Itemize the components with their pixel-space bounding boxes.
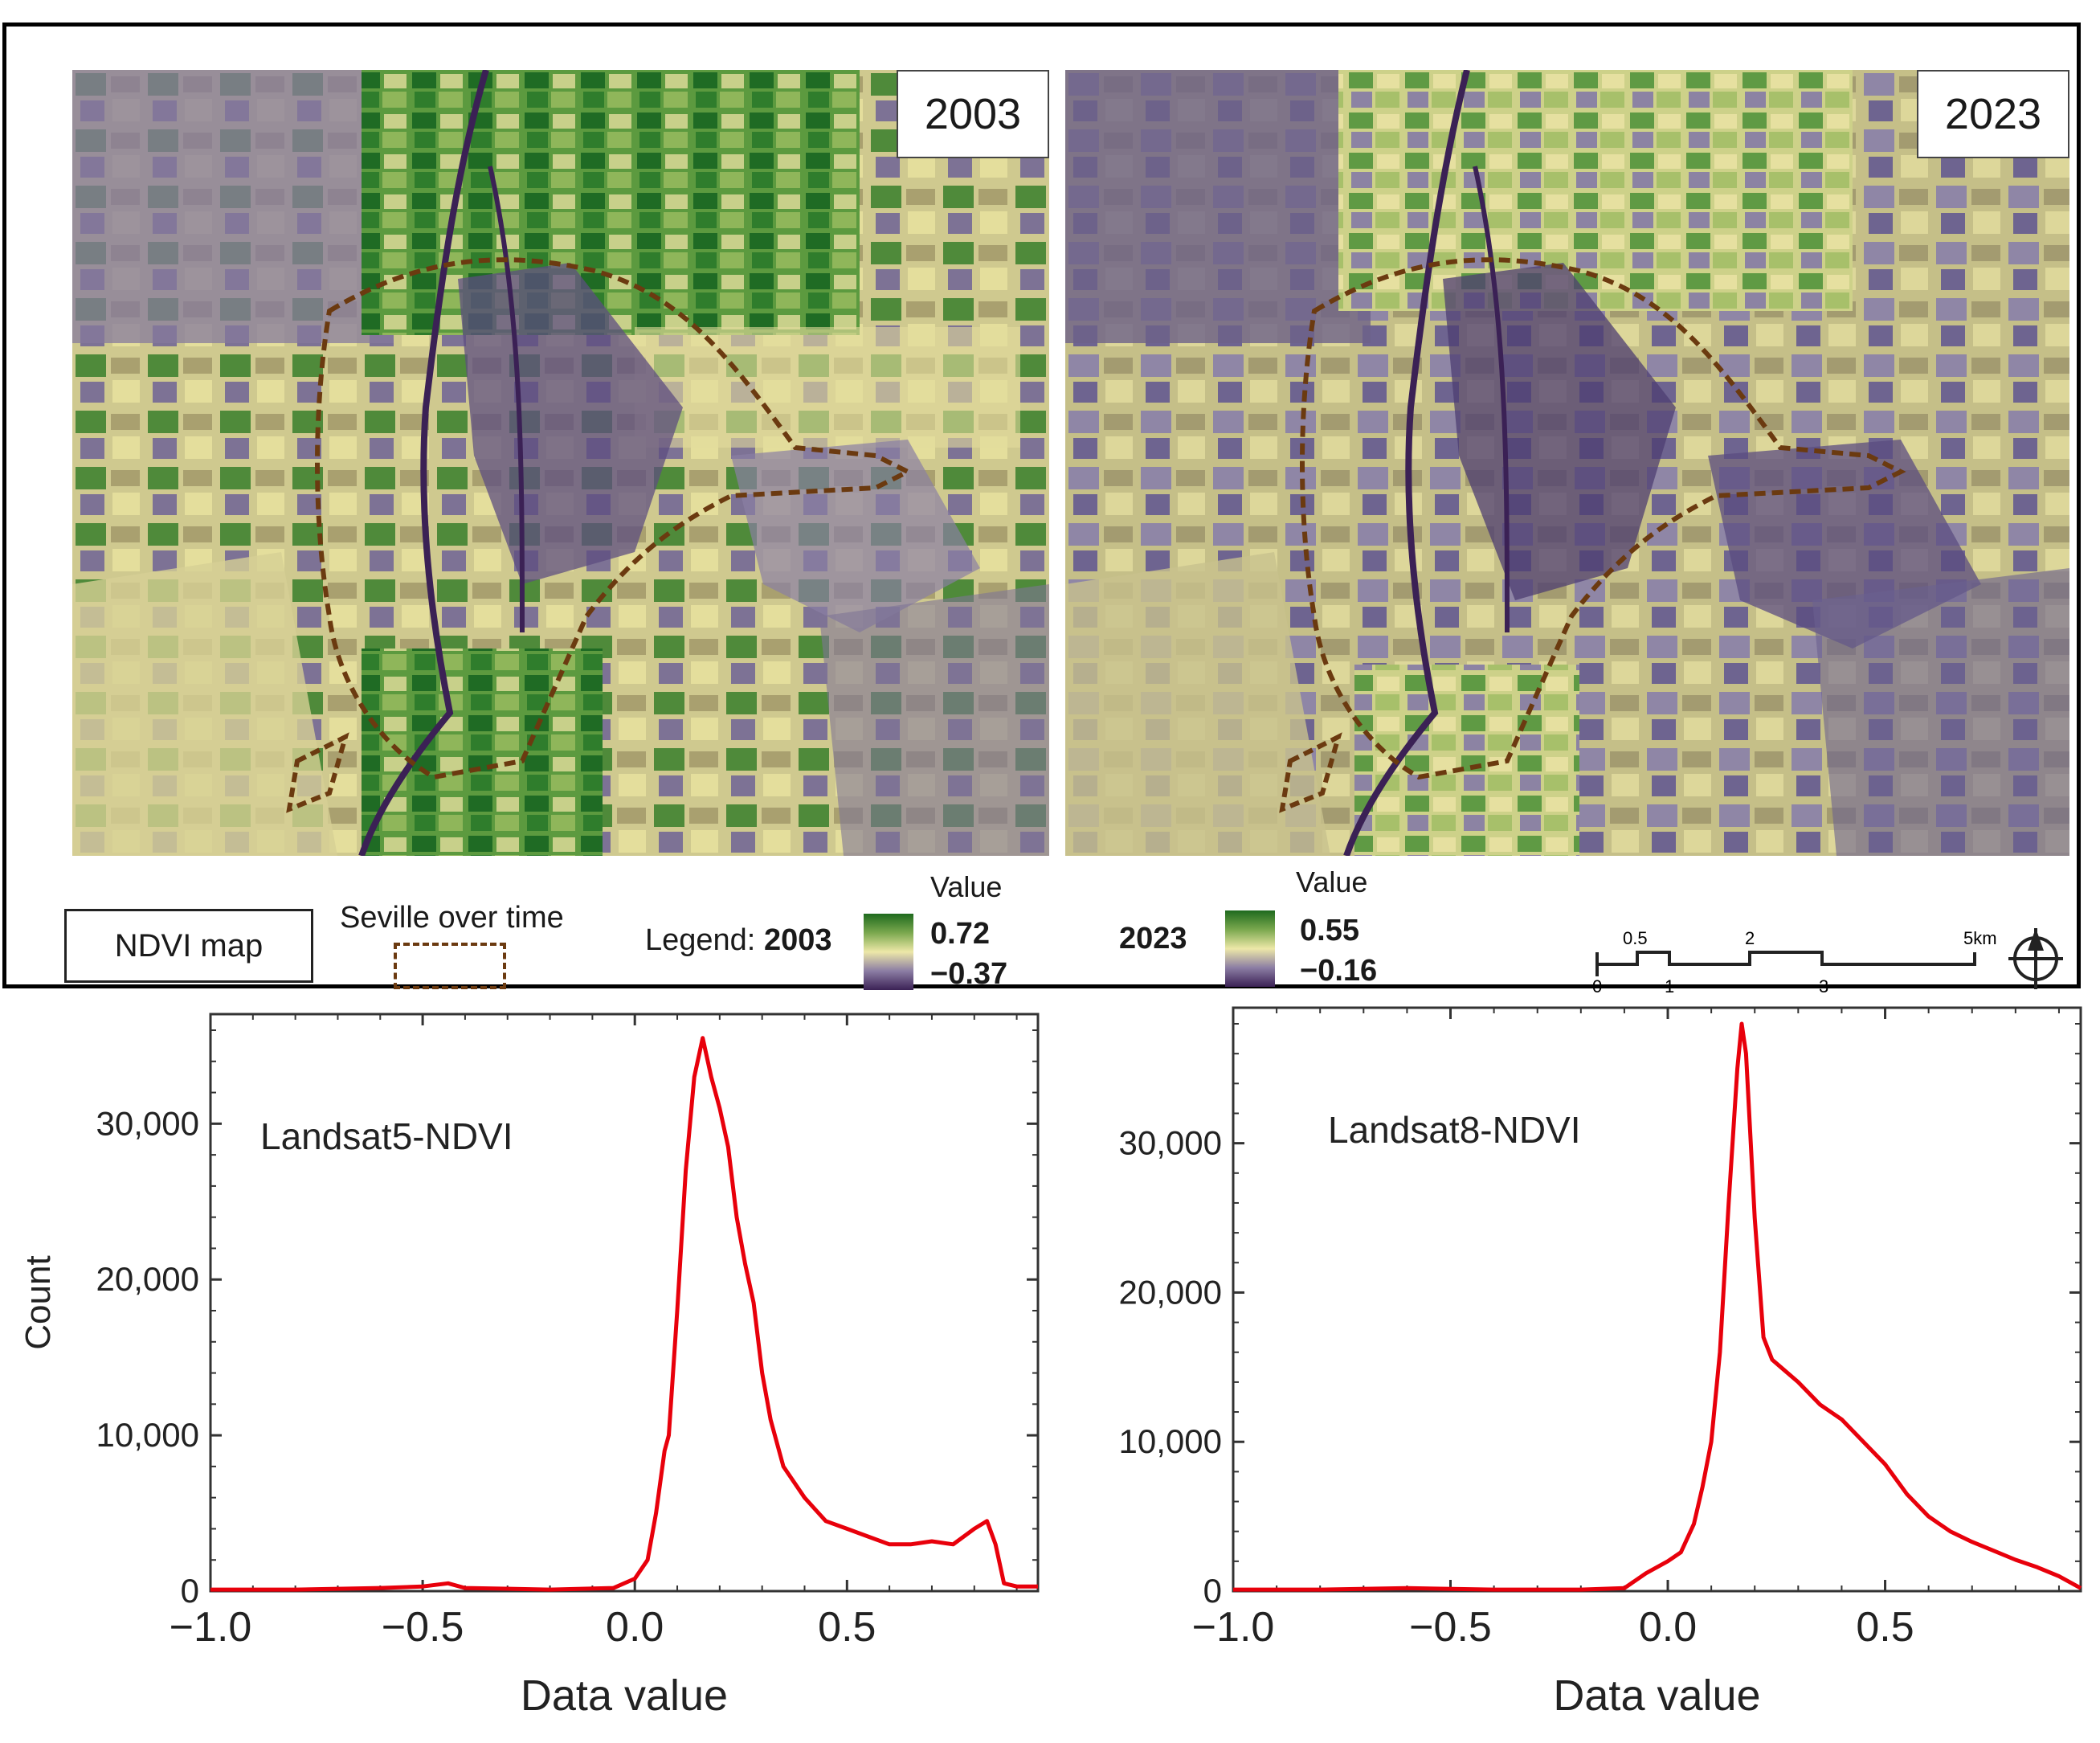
histogram-landsat8-svg: −1.0 −0.5 0.0 0.5 0 10,000 20,000 30,000 Landsat… (1119, 1006, 2082, 1720)
y-tick-label: 0 (181, 1572, 199, 1610)
plot-frame (1232, 1006, 2082, 1593)
scale-bar: 0.5 2 5km 0 1 3 (1592, 928, 2063, 992)
scale-bottom-label: 0 (1592, 976, 1602, 992)
map-title: NDVI map (114, 927, 264, 964)
legend-value-label-2003: Value (930, 870, 1003, 903)
histogram-line (210, 1036, 1038, 1592)
scale-bottom-label: 3 (1819, 976, 1828, 992)
scale-top-label: 5km (1963, 928, 1997, 948)
x-tick-label: 0.5 (818, 1604, 876, 1651)
y-tick-label: 20,000 (1119, 1273, 1222, 1311)
legend-max-2003: 0.72 (930, 917, 990, 951)
chart-annotation: Landsat5-NDVI (260, 1115, 513, 1157)
legend-min-2003: −0.37 (930, 957, 1008, 991)
colorbar-2003 (864, 914, 913, 990)
y-tick-label: 10,000 (1119, 1422, 1222, 1460)
x-tick-label: −0.5 (1409, 1604, 1492, 1651)
histogram-line (1233, 1021, 2082, 1592)
legend-prefix: Legend: (645, 923, 756, 957)
x-tick-label: −1.0 (170, 1604, 252, 1651)
y-tick-label: 10,000 (96, 1416, 199, 1454)
satellite-image-2023 (1065, 70, 2069, 856)
y-tick-label: 0 (1203, 1572, 1222, 1610)
ndvi-map-2003: 2003 (72, 70, 1049, 856)
x-axis-label: Data value (1553, 1671, 1760, 1720)
chart-annotation: Landsat8-NDVI (1328, 1109, 1581, 1151)
legend-title: Legend: 2003 (645, 923, 831, 958)
scale-bottom-label: 1 (1665, 976, 1674, 992)
satellite-image-2003 (72, 70, 1049, 856)
legend-min-2023: −0.16 (1300, 954, 1378, 988)
year-label-2003: 2003 (897, 70, 1049, 158)
x-axis-label: Data value (521, 1671, 728, 1720)
legend-year-2003: 2003 (763, 923, 832, 957)
year-text: 2003 (924, 90, 1022, 138)
boundary-legend-swatch (394, 943, 506, 989)
legend-max-2023: 0.55 (1300, 914, 1359, 947)
y-tick-label: 30,000 (96, 1104, 199, 1142)
plot-frame (209, 1013, 1040, 1593)
histogram-landsat8: −1.0 −0.5 0.0 0.5 0 10,000 20,000 30,000 Landsat… (1052, 1004, 2097, 1743)
x-tick-label: −1.0 (1192, 1604, 1275, 1651)
north-arrow-icon (2008, 928, 2063, 989)
legend-value-label-2023: Value (1296, 865, 1368, 898)
year-text: 2023 (1944, 90, 2042, 138)
boundary-legend-label: Seville over time (340, 901, 564, 935)
histogram-landsat5: −1.0 −0.5 0.0 0.5 0 10,000 20,000 30,000 Landsat… (0, 1004, 1044, 1743)
colorbar-2023 (1225, 910, 1275, 987)
map-title-box: NDVI map (64, 909, 313, 983)
histogram-landsat5-svg: −1.0 −0.5 0.0 0.5 0 10,000 20,000 30,000 Landsat… (18, 1013, 1040, 1720)
x-tick-label: −0.5 (382, 1604, 464, 1651)
x-tick-label: 0.5 (1856, 1604, 1914, 1651)
scale-top-label: 2 (1745, 928, 1755, 948)
ndvi-map-figure: 2003 (2, 23, 2081, 992)
map-legend-row: NDVI map Seville over time Legend: 2003 … (6, 862, 2077, 992)
x-tick-label: 0.0 (1639, 1604, 1697, 1651)
ndvi-map-2023: 2023 (1065, 70, 2069, 856)
x-tick-label: 0.0 (606, 1604, 664, 1651)
y-tick-label: 30,000 (1119, 1124, 1222, 1162)
legend-year-2023: 2023 (1119, 922, 1187, 955)
y-tick-label: 20,000 (96, 1260, 199, 1298)
year-label-2023: 2023 (1917, 70, 2069, 158)
scale-top-label: 0.5 (1623, 928, 1648, 948)
y-axis-label: Count (18, 1255, 58, 1349)
